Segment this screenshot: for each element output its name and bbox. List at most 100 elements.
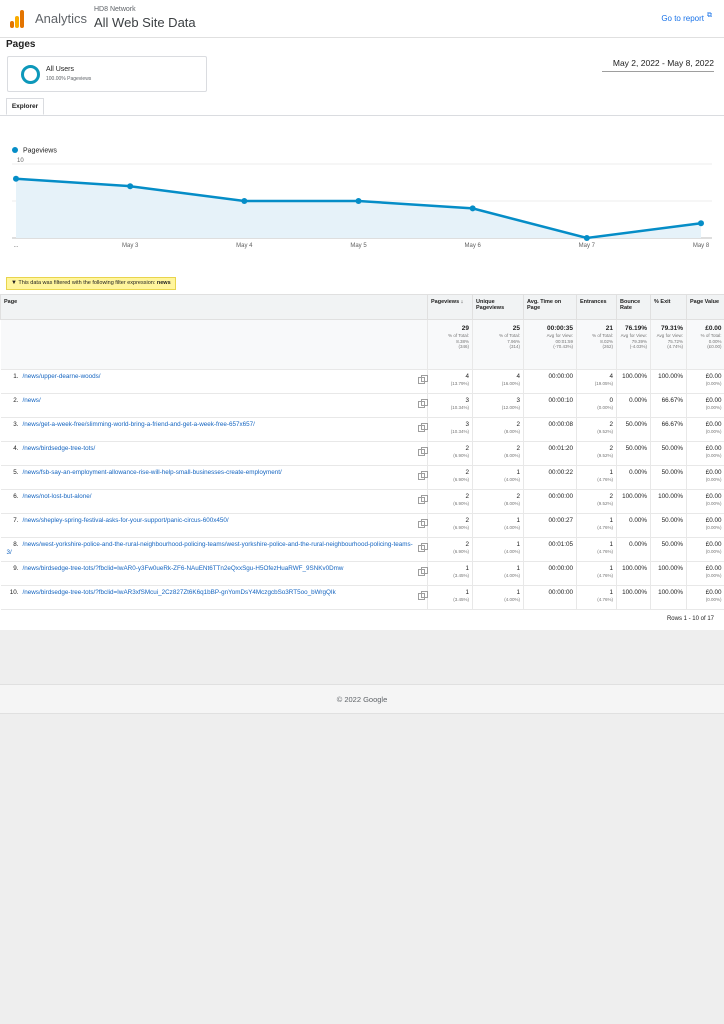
col-header-page-value[interactable]: Page Value [686, 294, 724, 320]
open-page-icon[interactable] [418, 471, 428, 480]
property-name[interactable]: All Web Site Data [94, 15, 196, 30]
value-cell: £0.00 (0.00%) [686, 489, 724, 514]
table-row: 1./news/upper-dearne-woods/4 (13.79%) 4 (16… [0, 369, 724, 394]
sort-down-icon: ↓ [460, 299, 464, 305]
bounce-cell: 0.00% [616, 465, 651, 490]
unique-cell: 1 (4.00%) [472, 585, 524, 610]
open-page-icon[interactable] [418, 519, 428, 528]
pageviews-cell: 2 (6.90%) [427, 441, 473, 466]
filter-expression: news [156, 280, 171, 286]
row-number: 4. [13, 445, 19, 452]
page-link[interactable]: /news/fsb-say-an-employment-allowance-ri… [22, 469, 282, 476]
total-time: 00:00:35 Avg for View: 00:01:59 (-70.43%) [523, 319, 577, 370]
data-point[interactable] [355, 198, 362, 204]
open-page-icon[interactable] [418, 423, 428, 432]
filter-notice: ▼ This data was filtered with the follow… [6, 277, 176, 290]
open-page-icon[interactable] [418, 375, 428, 384]
table-row: 5./news/fsb-say-an-employment-allowance-… [0, 465, 724, 490]
col-header-bounce-rate[interactable]: Bounce Rate [616, 294, 651, 320]
data-table: Page Pageviews ↓ Unique Pageviews Avg. T… [0, 294, 724, 610]
top-header: Analytics HD8 Network All Web Site Data … [0, 0, 724, 38]
total-unique: 25% of Total: 7.96% (314) [472, 319, 524, 370]
bounce-cell: 100.00% [616, 369, 651, 394]
page-link[interactable]: /news/west-yorkshire-police-and-the-rura… [6, 541, 413, 556]
exit-cell: 50.00% [650, 465, 687, 490]
data-point[interactable] [127, 183, 134, 190]
value-cell: £0.00 (0.00%) [686, 561, 724, 586]
bounce-cell: 100.00% [616, 585, 651, 610]
data-point[interactable] [13, 175, 19, 182]
data-table-wrap: Page Pageviews ↓ Unique Pageviews Avg. T… [0, 294, 724, 630]
page-cell: 10./news/birdsedge-tree-tots/?fbclid=IwA… [0, 585, 428, 610]
page-link[interactable]: /news/birdsedge-tree-tots/?fbclid=IwAR3x… [22, 589, 336, 596]
row-number: 8. [13, 541, 19, 548]
open-page-icon[interactable] [418, 399, 428, 408]
copyright: © 2022 Google [336, 695, 388, 704]
tab-explorer[interactable]: Explorer [6, 98, 44, 115]
pageviews-cell: 3 (10.34%) [427, 393, 473, 418]
unique-cell: 2 (8.00%) [472, 417, 524, 442]
unique-cell: 2 (8.00%) [472, 489, 524, 514]
col-header-exit[interactable]: % Exit [650, 294, 687, 320]
data-point[interactable] [583, 235, 590, 241]
time-cell: 00:00:27 [523, 513, 577, 538]
time-cell: 00:00:00 [523, 585, 577, 610]
bounce-cell: 50.00% [616, 441, 651, 466]
exit-cell: 66.67% [650, 417, 687, 442]
y-tick-label: 10 [17, 158, 24, 164]
open-page-icon[interactable] [418, 567, 428, 576]
open-page-icon[interactable] [418, 543, 428, 552]
pageviews-cell: 2 (6.90%) [427, 489, 473, 514]
segment-selector[interactable]: All Users 100.00% Pageviews [7, 56, 207, 92]
x-tick-label: May 7 [579, 243, 596, 249]
time-cell: 00:01:20 [523, 441, 577, 466]
unique-cell: 1 (4.00%) [472, 537, 524, 562]
data-point[interactable] [469, 205, 476, 212]
page-link[interactable]: /news/not-lost-but-alone/ [22, 493, 92, 500]
pageviews-cell: 1 (3.45%) [427, 585, 473, 610]
page-link[interactable]: /news/get-a-week-free/slimming-world-bri… [22, 421, 255, 428]
page-link[interactable]: /news/shepley-spring-festival-asks-for-y… [22, 517, 229, 524]
page-link[interactable]: /news/upper-dearne-woods/ [22, 373, 101, 380]
x-tick-label: May 8 [693, 243, 710, 249]
open-page-icon[interactable] [418, 591, 428, 600]
col-header-avg-time[interactable]: Avg. Time on Page [523, 294, 577, 320]
tab-divider [0, 115, 724, 116]
exit-cell: 66.67% [650, 393, 687, 418]
total-bounce: 76.19% Avg for View: 79.39% (-4.03%) [616, 319, 651, 370]
col-header-entrances[interactable]: Entrances [576, 294, 617, 320]
data-point[interactable] [698, 220, 704, 227]
col-header-page[interactable]: Page [0, 294, 428, 320]
bounce-cell: 50.00% [616, 417, 651, 442]
total-value: £0.00% of Total: 0.00% (£0.00) [686, 319, 724, 370]
row-number: 10. [9, 589, 19, 596]
external-link-icon[interactable]: ⧉ [707, 12, 712, 19]
col-header-unique-pageviews[interactable]: Unique Pageviews [472, 294, 524, 320]
page-title: Pages [6, 39, 36, 50]
bounce-cell: 0.00% [616, 393, 651, 418]
pageviews-cell: 2 (6.90%) [427, 537, 473, 562]
value-cell: £0.00 (0.00%) [686, 513, 724, 538]
data-point[interactable] [241, 198, 248, 204]
date-range-picker[interactable]: May 2, 2022 - May 8, 2022 [612, 58, 714, 68]
x-tick-label: May 4 [236, 243, 253, 249]
account-name[interactable]: HD8 Network [94, 6, 136, 13]
table-header-row: Page Pageviews ↓ Unique Pageviews Avg. T… [0, 294, 724, 320]
entrances-cell: 2 (9.52%) [576, 441, 617, 466]
open-page-icon[interactable] [418, 495, 428, 504]
x-tick-label: ... [13, 243, 18, 249]
page-link[interactable]: /news/birdsedge-tree-tots/ [22, 445, 96, 452]
page-cell: 9./news/birdsedge-tree-tots/?fbclid=IwAR… [0, 561, 428, 586]
entrances-cell: 1 (4.76%) [576, 465, 617, 490]
page-cell: 2./news/ [0, 393, 428, 418]
page-link[interactable]: /news/ [22, 397, 41, 404]
time-cell: 00:00:00 [523, 561, 577, 586]
table-row: 10./news/birdsedge-tree-tots/?fbclid=IwA… [0, 585, 724, 610]
row-number: 2. [13, 397, 19, 404]
go-to-report-link[interactable]: Go to report [661, 14, 704, 23]
unique-cell: 2 (8.00%) [472, 441, 524, 466]
page-link[interactable]: /news/birdsedge-tree-tots/?fbclid=IwAR0-… [22, 565, 344, 572]
open-page-icon[interactable] [418, 447, 428, 456]
col-header-pageviews[interactable]: Pageviews ↓ [427, 294, 473, 320]
